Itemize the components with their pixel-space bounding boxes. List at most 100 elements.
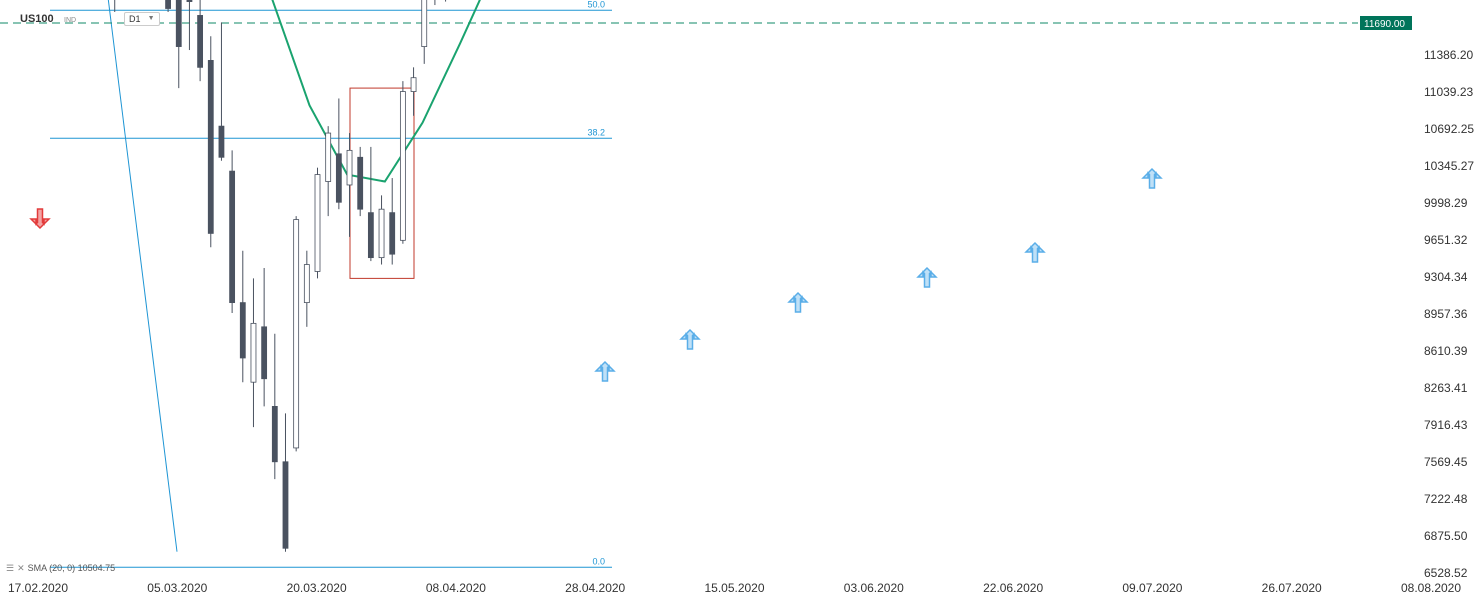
candle-body-19 bbox=[207, 60, 214, 234]
fib-label-5: 38.2 bbox=[587, 127, 605, 137]
candle-body-31 bbox=[335, 153, 342, 203]
candle-body-20 bbox=[218, 125, 225, 158]
consolidation-boxes-layer bbox=[349, 87, 415, 279]
candle-34 bbox=[367, 146, 374, 262]
x-tick-0: 17.02.2020 bbox=[8, 581, 68, 595]
candle-body-26 bbox=[282, 461, 289, 549]
y-tick-9: 8263.41 bbox=[1424, 381, 1468, 395]
candle-body-36 bbox=[389, 212, 396, 255]
y-tick-12: 7222.48 bbox=[1424, 492, 1468, 506]
candle-26 bbox=[282, 413, 289, 552]
x-tick-5: 15.05.2020 bbox=[704, 581, 764, 595]
candle-body-15 bbox=[165, 0, 171, 9]
y-tick-0: 11386.20 bbox=[1424, 48, 1473, 62]
candle-body-16 bbox=[175, 0, 182, 47]
symbol-subtitle: IND bbox=[64, 17, 77, 24]
candle-36 bbox=[389, 178, 396, 265]
chevron-down-icon: ▼ bbox=[147, 15, 155, 22]
candle-19 bbox=[207, 36, 214, 248]
x-tick-3: 08.04.2020 bbox=[426, 581, 486, 595]
candle-21 bbox=[229, 150, 236, 313]
y-tick-13: 6875.50 bbox=[1424, 529, 1468, 543]
x-tick-8: 09.07.2020 bbox=[1122, 581, 1182, 595]
candle-body-22 bbox=[239, 302, 246, 359]
candle-body-24 bbox=[261, 326, 268, 380]
target-price-label-text: 11690.00 bbox=[1364, 19, 1405, 30]
candle-38 bbox=[410, 67, 417, 116]
candle-32 bbox=[346, 133, 353, 237]
sma-line bbox=[271, 0, 481, 183]
indicator-legend: ☰ ✕ SMA (20, 0) 10504.75 bbox=[6, 563, 115, 574]
arrow-up-icon-2 bbox=[787, 291, 809, 313]
y-tick-8: 8610.39 bbox=[1424, 344, 1468, 358]
candle-body-39 bbox=[421, 0, 428, 47]
candle-body-30 bbox=[325, 132, 332, 182]
candle-25 bbox=[271, 333, 278, 480]
candle-body-25 bbox=[271, 406, 278, 463]
x-tick-1: 05.03.2020 bbox=[147, 581, 207, 595]
price-labels-layer: 11690.0011035.0010440.009750.0010870.48 bbox=[1360, 16, 1412, 30]
close-icon[interactable]: ✕ bbox=[17, 563, 25, 573]
y-tick-14: 6528.52 bbox=[1424, 566, 1468, 580]
candle-body-33 bbox=[357, 156, 364, 210]
candle-37 bbox=[399, 81, 406, 244]
timeframe-value: D1 bbox=[129, 14, 141, 24]
settings-icon[interactable]: ☰ bbox=[6, 563, 15, 573]
fib-trend-line bbox=[107, 0, 178, 552]
candle-29 bbox=[314, 167, 321, 279]
candle-body-17 bbox=[186, 0, 193, 2]
candle-body-29 bbox=[314, 174, 321, 272]
axis-layer: 11386.20 11039.23 10692.25 10345.27 9998.29 9… bbox=[8, 48, 1474, 595]
arrow-up-icon-0 bbox=[594, 360, 616, 382]
target-price-label: 11690.00 bbox=[1360, 16, 1412, 30]
arrow-up-icon-5 bbox=[1141, 167, 1163, 189]
x-tick-9: 26.07.2020 bbox=[1262, 581, 1322, 595]
candle-body-28 bbox=[303, 264, 310, 304]
y-tick-4: 9998.29 bbox=[1424, 196, 1468, 210]
fib-label-6: 0.0 bbox=[592, 556, 605, 566]
y-tick-3: 10345.27 bbox=[1424, 159, 1474, 173]
arrow-up-icon-3 bbox=[916, 266, 938, 288]
candle-15 bbox=[165, 0, 171, 12]
candle-27 bbox=[293, 216, 300, 452]
candle-24 bbox=[261, 268, 268, 407]
candle-31 bbox=[335, 98, 342, 210]
y-tick-1: 11039.23 bbox=[1424, 85, 1473, 99]
candle-41 bbox=[445, 0, 447, 2]
candle-body-38 bbox=[410, 77, 417, 92]
candle-35 bbox=[378, 195, 385, 265]
candle-body-23 bbox=[250, 322, 257, 383]
candle-body-21 bbox=[229, 170, 236, 304]
y-tick-7: 8957.36 bbox=[1424, 307, 1468, 321]
candle-body-27 bbox=[293, 219, 300, 449]
arrows-layer bbox=[29, 167, 1163, 382]
candle-39 bbox=[421, 0, 428, 64]
x-tick-7: 22.06.2020 bbox=[983, 581, 1043, 595]
candle-body-37 bbox=[399, 91, 406, 241]
candle-28 bbox=[303, 250, 310, 327]
arrow-up-icon-1 bbox=[679, 328, 701, 350]
x-tick-6: 03.06.2020 bbox=[844, 581, 904, 595]
x-tick-10: 08.08.2020 bbox=[1401, 581, 1461, 595]
candles-layer bbox=[114, 0, 447, 552]
candle-body-18 bbox=[197, 15, 204, 68]
fibonacci-layer: 127.2100.078.661.850.038.20.0 bbox=[50, 0, 612, 568]
candle-16 bbox=[175, 0, 182, 89]
candle-22 bbox=[239, 250, 246, 383]
candle-body-32 bbox=[346, 149, 353, 186]
candle-23 bbox=[250, 278, 257, 428]
arrow-down-icon bbox=[29, 208, 51, 230]
candle-33 bbox=[357, 146, 364, 217]
y-tick-6: 9304.34 bbox=[1424, 270, 1468, 284]
candle-18 bbox=[197, 0, 204, 82]
x-tick-2: 20.03.2020 bbox=[287, 581, 347, 595]
arrow-up-icon-4 bbox=[1024, 241, 1046, 263]
x-tick-4: 28.04.2020 bbox=[565, 581, 625, 595]
candle-30 bbox=[325, 126, 332, 217]
y-tick-5: 9651.32 bbox=[1424, 233, 1468, 247]
candle-40 bbox=[434, 0, 436, 6]
candle-body-35 bbox=[378, 208, 385, 259]
timeframe-select[interactable]: D1 ▼ bbox=[124, 12, 160, 26]
candle-20 bbox=[218, 22, 225, 161]
